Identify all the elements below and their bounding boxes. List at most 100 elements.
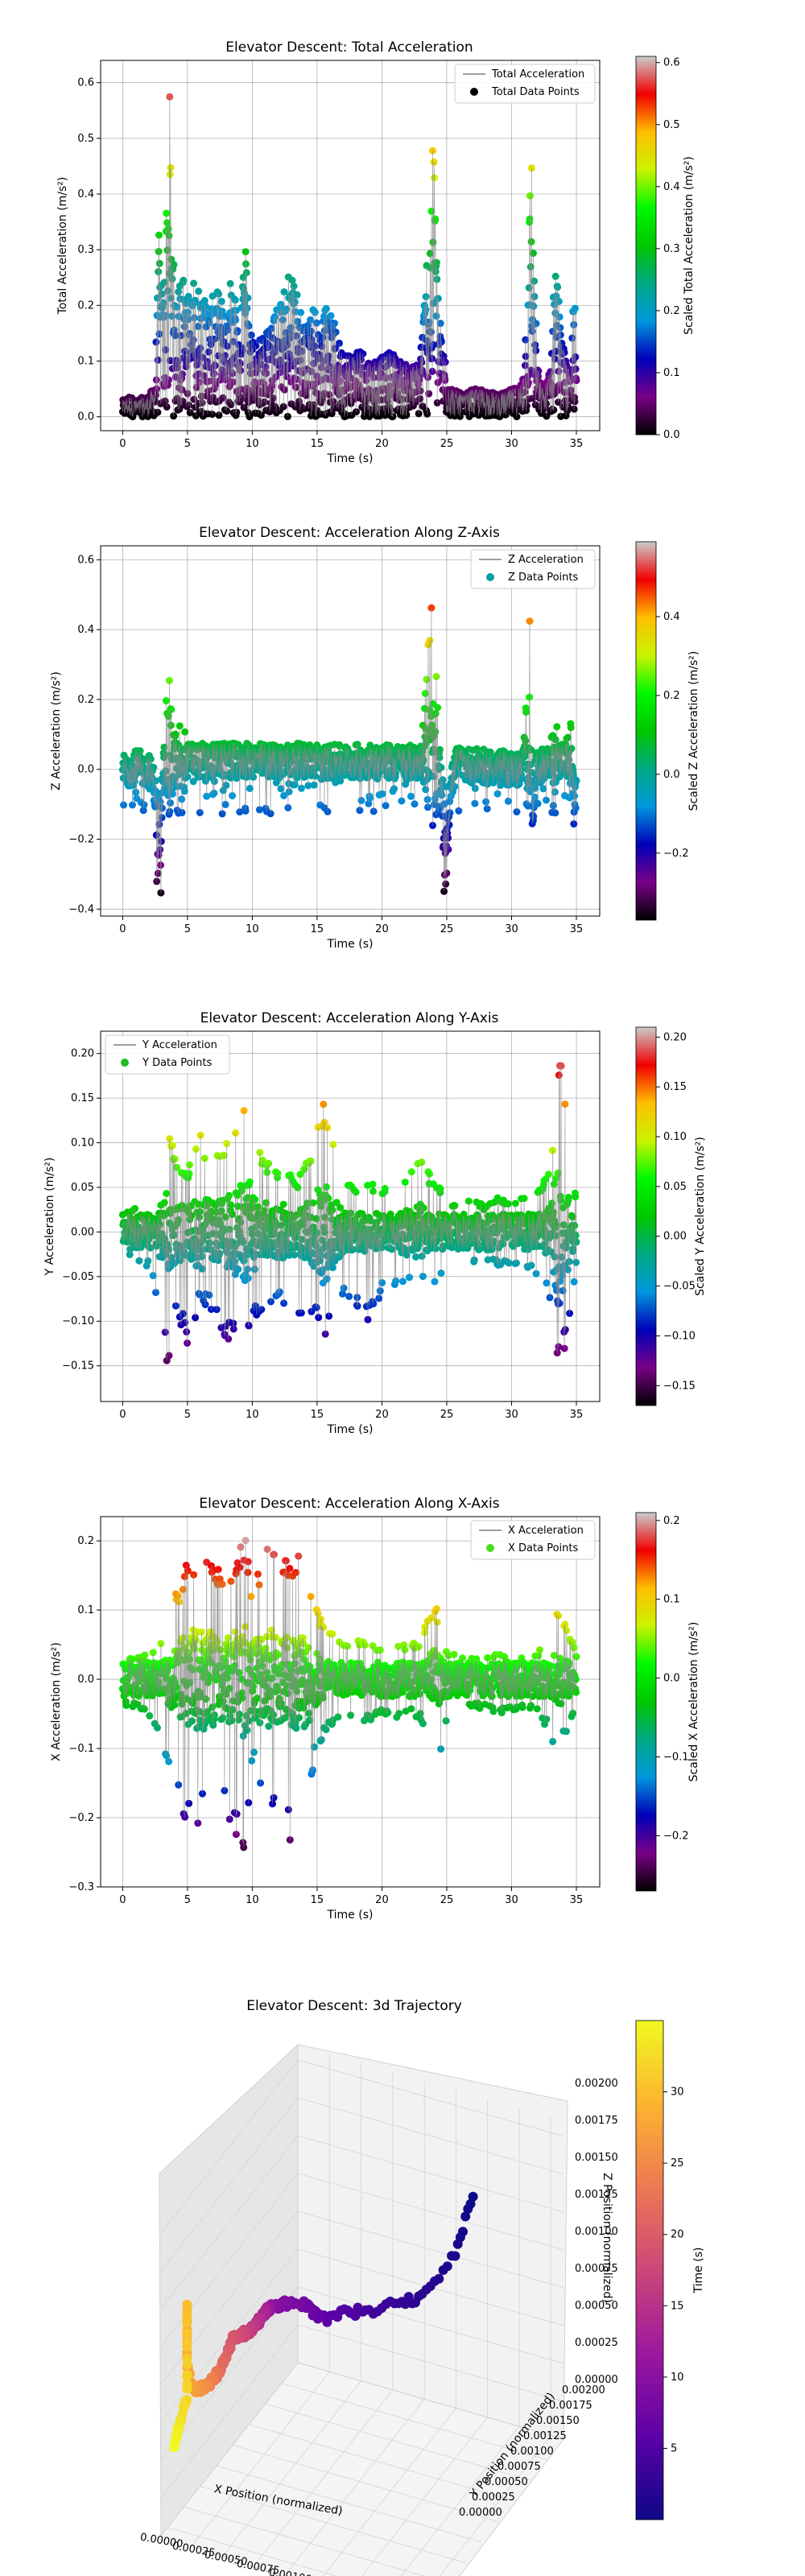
y-tick-label: −0.10 bbox=[62, 1315, 94, 1327]
y-tick-label: 0.4 bbox=[77, 188, 94, 200]
y-tick-label: −0.4 bbox=[68, 903, 94, 915]
x-tick-label: 35 bbox=[570, 438, 584, 450]
x-tick-label: 0 bbox=[119, 1409, 126, 1421]
y-tick-label: 0.1 bbox=[77, 356, 94, 368]
x-axis-label: Time (s) bbox=[327, 1423, 374, 1436]
x-ticks: 0 5 10 15 20 25 30 35 bbox=[119, 916, 583, 935]
legend-marker-swatch bbox=[121, 1059, 129, 1067]
x-tick-label: 5 bbox=[184, 923, 191, 935]
y-tick-label: 0.5 bbox=[77, 133, 94, 145]
y-tick-label: −0.05 bbox=[62, 1271, 94, 1283]
x-tick-label: 20 bbox=[375, 438, 389, 450]
x-ticks: 0 5 10 15 20 25 30 35 bbox=[119, 1402, 583, 1421]
y-tick-label: 0.4 bbox=[77, 624, 94, 636]
x-tick-label: 10 bbox=[246, 1409, 259, 1421]
y-tick-label: 0.3 bbox=[77, 244, 94, 256]
plot-area bbox=[118, 1062, 580, 1364]
y-tick-label: 0.20 bbox=[71, 1048, 94, 1060]
colorbar-label: Scaled Y Acceleration (m/s²) bbox=[694, 1137, 707, 1296]
y-tick-label: 0.00 bbox=[71, 1226, 94, 1238]
x-tick-label: 25 bbox=[440, 923, 454, 935]
chart-title: Elevator Descent: Acceleration Along Z-A… bbox=[199, 525, 500, 541]
x-tick-label: 35 bbox=[570, 923, 584, 935]
legend-label: Z Data Points bbox=[508, 572, 578, 584]
colorbar bbox=[635, 1026, 657, 1406]
x-tick-label: 0 bbox=[119, 923, 126, 935]
x-tick-label: 10 bbox=[246, 923, 259, 935]
colorbar-tick-label: 0.0 bbox=[663, 769, 680, 781]
chart-title: Elevator Descent: Acceleration Along Y-A… bbox=[200, 1010, 499, 1026]
legend-label: Total Data Points bbox=[491, 86, 580, 98]
y-tick-label: 0.05 bbox=[71, 1182, 94, 1194]
legend-label: Y Data Points bbox=[142, 1057, 213, 1069]
colorbar-tick-label: −0.05 bbox=[663, 1281, 696, 1293]
x-axis-label: Time (s) bbox=[327, 452, 374, 465]
chart-z-acceleration: Elevator Descent: Acceleration Along Z-A… bbox=[50, 525, 700, 951]
x-tick-label: 30 bbox=[505, 923, 518, 935]
y-tick-label: 0.6 bbox=[77, 77, 94, 89]
colorbar-tick-label: 0.2 bbox=[663, 305, 680, 317]
y-tick-label: 0.15 bbox=[71, 1092, 94, 1104]
legend[interactable]: Z Acceleration Z Data Points bbox=[470, 549, 596, 589]
y-tick-label: 0.6 bbox=[77, 554, 94, 566]
y-axis-label: Z Acceleration (m/s²) bbox=[50, 671, 63, 791]
colorbar-tick-label: 0.1 bbox=[663, 367, 680, 379]
colorbar-tick-label: 0.4 bbox=[663, 611, 680, 623]
x-axis-label: Time (s) bbox=[327, 938, 374, 951]
colorbar bbox=[635, 541, 657, 921]
legend-marker-swatch bbox=[486, 573, 494, 581]
x-ticks: 0 5 10 15 20 25 30 35 bbox=[119, 431, 583, 450]
plot-area bbox=[118, 604, 580, 897]
y-ticks: −0.15 −0.10 −0.05 0.00 0.05 0.10 0.15 0.20 bbox=[62, 1048, 101, 1373]
plot-area bbox=[118, 93, 580, 421]
y-tick-label: −0.2 bbox=[68, 834, 94, 846]
colorbar-ticks: −0.15−0.10−0.050.000.050.100.150.20 bbox=[656, 1031, 696, 1392]
x-tick-label: 5 bbox=[184, 438, 191, 450]
y-tick-label: 0.0 bbox=[77, 764, 94, 776]
x-tick-label: 10 bbox=[246, 438, 259, 450]
y-tick-label: 0.10 bbox=[71, 1137, 94, 1150]
legend[interactable]: Y Acceleration Y Data Points bbox=[105, 1034, 230, 1075]
y-tick-label: −0.15 bbox=[62, 1360, 94, 1373]
y-ticks: 0.0 0.1 0.2 0.3 0.4 0.5 0.6 bbox=[77, 77, 101, 423]
chart-title: Elevator Descent: Acceleration Along X-A… bbox=[199, 1496, 499, 1512]
legend[interactable]: Total Acceleration Total Data Points bbox=[454, 64, 596, 104]
chart-x-acceleration: Elevator Descent: Acceleration Along X-A… bbox=[50, 1496, 700, 1922]
y-tick-label: 0.2 bbox=[77, 299, 94, 312]
colorbar-tick-label: −0.10 bbox=[663, 1330, 696, 1342]
colorbar-tick-label: 0.20 bbox=[663, 1031, 687, 1043]
colorbar-label: Scaled Total Acceleration (m/s²) bbox=[683, 156, 696, 335]
y-tick-label: 0.0 bbox=[77, 411, 94, 423]
y-axis-label: Total Acceleration (m/s²) bbox=[56, 177, 69, 316]
x-tick-label: 15 bbox=[311, 438, 324, 450]
x-tick-label: 25 bbox=[440, 438, 454, 450]
x-tick-label: 20 bbox=[375, 923, 389, 935]
legend-label: Y Acceleration bbox=[142, 1039, 217, 1051]
x-tick-label: 30 bbox=[505, 1409, 518, 1421]
x-tick-label: 30 bbox=[505, 438, 518, 450]
colorbar-tick-label: 0.6 bbox=[663, 57, 680, 69]
colorbar bbox=[635, 56, 657, 436]
colorbar-tick-label: 0.4 bbox=[663, 181, 680, 193]
series-line bbox=[122, 97, 577, 417]
legend-marker-swatch bbox=[470, 88, 478, 96]
y-ticks: −0.4 −0.2 0.0 0.2 0.4 0.6 bbox=[68, 554, 101, 915]
colorbar-tick-label: 0.05 bbox=[663, 1181, 687, 1193]
chart-y-acceleration: Elevator Descent: Acceleration Along Y-A… bbox=[43, 1010, 707, 1436]
colorbar-tick-label: 0.2 bbox=[663, 690, 680, 702]
x-tick-label: 20 bbox=[375, 1409, 389, 1421]
y-tick-label: 0.2 bbox=[77, 694, 94, 706]
x-tick-label: 5 bbox=[184, 1409, 191, 1421]
legend-label: Total Acceleration bbox=[491, 68, 584, 80]
x-tick-label: 15 bbox=[311, 1409, 324, 1421]
x-tick-label: 15 bbox=[311, 923, 324, 935]
x-tick-label: 0 bbox=[119, 438, 126, 450]
colorbar-tick-label: −0.2 bbox=[663, 848, 689, 860]
colorbar-tick-label: 0.0 bbox=[663, 429, 680, 441]
colorbar-tick-label: 0.10 bbox=[663, 1131, 687, 1143]
x-tick-label: 25 bbox=[440, 1409, 454, 1421]
colorbar-ticks: 0.00.10.20.30.40.50.6 bbox=[656, 57, 680, 441]
colorbar-label: Scaled Z Acceleration (m/s²) bbox=[687, 651, 700, 811]
